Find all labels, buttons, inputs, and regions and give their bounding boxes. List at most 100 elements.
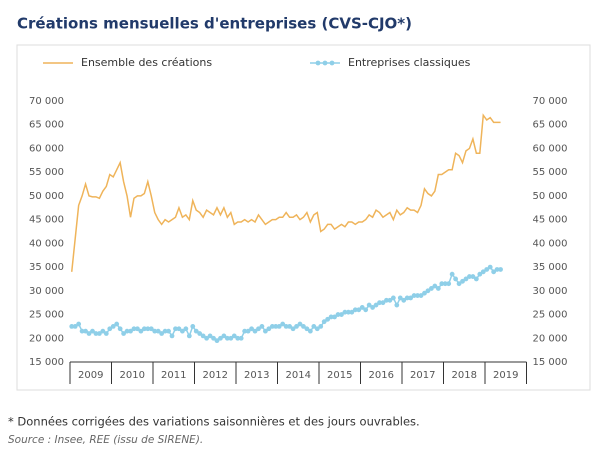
series-marker xyxy=(290,326,296,332)
series-marker xyxy=(377,300,382,306)
series-marker xyxy=(224,335,230,341)
series-marker xyxy=(107,326,113,332)
series-marker xyxy=(128,328,133,334)
series-marker xyxy=(304,326,310,332)
series-marker xyxy=(428,286,434,291)
y2-tick-label: 70 000 xyxy=(533,96,568,107)
series-marker xyxy=(408,295,414,301)
series-marker xyxy=(446,281,452,287)
series-marker xyxy=(366,302,372,308)
series-marker xyxy=(318,324,324,329)
series-marker xyxy=(186,333,192,339)
series-marker xyxy=(235,335,241,341)
series-marker xyxy=(117,326,123,332)
series-marker xyxy=(162,328,168,334)
series-marker xyxy=(131,326,137,332)
series-marker xyxy=(242,328,248,334)
series-marker xyxy=(93,331,99,336)
series-marker xyxy=(141,326,147,332)
y2-tick-label: 15 000 xyxy=(533,357,568,368)
series-marker xyxy=(273,324,279,329)
series-marker xyxy=(332,314,337,320)
series-marker xyxy=(159,331,165,336)
chart-frame xyxy=(16,44,591,391)
series-marker xyxy=(432,283,438,289)
y-tick-label: 60 000 xyxy=(29,143,64,154)
series-marker xyxy=(411,293,417,298)
series-marker xyxy=(103,331,109,336)
series-marker xyxy=(463,276,469,282)
series-marker xyxy=(155,328,161,334)
x-tick-label: 2014 xyxy=(286,370,311,381)
x-tick-label: 2015 xyxy=(327,370,352,381)
series-marker xyxy=(460,278,465,284)
x-tick-label: 2011 xyxy=(161,370,186,381)
x-tick-label: 2013 xyxy=(244,370,269,381)
series-marker xyxy=(121,331,127,336)
series-marker xyxy=(387,297,393,303)
series-marker xyxy=(145,326,151,332)
y-tick-label: 45 000 xyxy=(29,215,64,226)
series-marker xyxy=(370,305,376,310)
series-marker xyxy=(415,293,420,298)
legend-label: Ensemble des créations xyxy=(81,56,212,69)
series-marker xyxy=(456,281,462,287)
y2-tick-label: 35 000 xyxy=(533,262,568,273)
series-marker xyxy=(179,328,185,334)
x-tick-label: 2012 xyxy=(203,370,228,381)
series-marker xyxy=(373,302,379,308)
y2-tick-label: 25 000 xyxy=(533,310,568,321)
y2-tick-label: 60 000 xyxy=(533,143,568,154)
y2-tick-label: 65 000 xyxy=(533,120,568,131)
series-marker xyxy=(477,271,483,277)
series-marker xyxy=(342,309,348,315)
series-marker xyxy=(276,324,282,329)
series-marker xyxy=(439,281,445,287)
series-marker xyxy=(418,293,424,298)
series-marker xyxy=(394,302,400,308)
series-marker xyxy=(252,328,258,334)
series-marker xyxy=(218,335,223,341)
series-marker xyxy=(390,295,396,301)
series-marker xyxy=(473,276,479,282)
series-marker xyxy=(356,307,362,313)
series-marker xyxy=(335,312,341,317)
y2-tick-label: 30 000 xyxy=(533,286,568,297)
series-marker xyxy=(211,335,216,341)
series-marker xyxy=(487,264,493,270)
series-marker xyxy=(311,324,317,329)
series-marker xyxy=(380,300,386,306)
footnote: * Données corrigées des variations saiso… xyxy=(8,415,420,429)
series-marker xyxy=(169,333,175,339)
chart-title: Créations mensuelles d'entreprises (CVS-… xyxy=(17,15,412,33)
series-marker xyxy=(207,333,213,339)
series-marker xyxy=(345,309,351,315)
legend-marker xyxy=(315,60,321,66)
series-marker xyxy=(190,324,196,329)
series-marker xyxy=(193,328,199,334)
series-marker xyxy=(114,321,120,327)
y-tick-label: 65 000 xyxy=(29,120,64,131)
series-marker xyxy=(90,328,95,334)
legend-marker xyxy=(322,60,328,66)
series-marker xyxy=(297,321,303,327)
series-marker xyxy=(259,324,265,329)
series-marker xyxy=(442,281,448,287)
x-tick-label: 2019 xyxy=(493,370,518,381)
legend-marker xyxy=(329,60,335,66)
series-marker xyxy=(494,267,500,272)
series-marker xyxy=(96,331,102,336)
series-marker xyxy=(135,326,140,332)
series-marker xyxy=(148,326,154,332)
series-marker xyxy=(200,333,206,339)
y-tick-label: 40 000 xyxy=(29,238,64,249)
series-marker xyxy=(197,331,203,336)
series-marker xyxy=(453,276,459,282)
series-marker xyxy=(69,324,75,329)
series-marker xyxy=(352,307,358,313)
series-marker xyxy=(221,333,227,339)
series-marker xyxy=(173,326,178,332)
series-marker xyxy=(307,328,313,334)
series-marker xyxy=(262,328,268,334)
series-marker xyxy=(294,324,299,329)
